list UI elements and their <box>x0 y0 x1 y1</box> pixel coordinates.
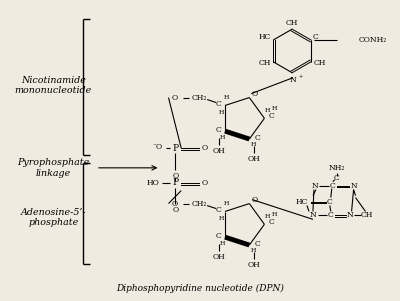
Text: H: H <box>265 214 270 219</box>
Text: OH: OH <box>248 261 261 269</box>
Text: OH: OH <box>213 253 225 261</box>
Text: Pyrophosphate
linkage: Pyrophosphate linkage <box>17 158 90 178</box>
Text: C: C <box>328 211 334 219</box>
Text: CONH₂: CONH₂ <box>358 36 387 44</box>
Text: O: O <box>202 179 208 187</box>
Text: O: O <box>251 90 257 98</box>
Text: Diphosphopyridine nucleotide (DPN): Diphosphopyridine nucleotide (DPN) <box>116 284 284 293</box>
Text: H: H <box>272 106 277 111</box>
Text: N: N <box>346 211 353 219</box>
Text: C: C <box>334 174 340 182</box>
Text: H: H <box>272 212 277 217</box>
Text: CH: CH <box>258 59 270 67</box>
Text: N: N <box>312 182 318 190</box>
Text: O: O <box>202 144 208 152</box>
Text: ⁻O: ⁻O <box>152 143 162 151</box>
Text: C: C <box>254 134 260 142</box>
Text: Adenosine-5’-
phosphate: Adenosine-5’- phosphate <box>20 208 86 227</box>
Text: CH: CH <box>360 211 373 219</box>
Text: CH₂: CH₂ <box>192 200 207 208</box>
Text: O: O <box>172 172 178 180</box>
Text: HO: HO <box>147 179 160 187</box>
Text: OH: OH <box>248 155 261 163</box>
Text: CH: CH <box>286 19 298 27</box>
Text: C: C <box>330 182 336 190</box>
Text: C: C <box>215 126 221 134</box>
Text: C: C <box>215 232 221 240</box>
Text: +: + <box>298 74 302 79</box>
Text: OH: OH <box>213 147 225 155</box>
Text: H: H <box>251 249 256 253</box>
Text: CH: CH <box>314 59 326 67</box>
Text: C: C <box>254 240 260 248</box>
Text: O: O <box>251 196 257 203</box>
Text: H: H <box>265 108 270 113</box>
Text: Nicotinamide
mononucleotide: Nicotinamide mononucleotide <box>15 76 92 95</box>
Text: P: P <box>172 144 178 153</box>
Text: N: N <box>310 211 316 219</box>
Text: C: C <box>327 197 333 206</box>
Text: C: C <box>268 112 274 120</box>
Text: H: H <box>251 142 256 147</box>
Text: N: N <box>350 182 357 190</box>
Text: O: O <box>171 94 178 101</box>
Text: H: H <box>218 216 224 221</box>
Text: H: H <box>223 95 229 100</box>
Text: O: O <box>172 206 178 214</box>
Text: HC: HC <box>296 197 308 206</box>
Text: H: H <box>219 240 225 246</box>
Text: N: N <box>290 76 296 84</box>
Text: H: H <box>218 110 224 115</box>
Text: H: H <box>223 201 229 206</box>
Text: P: P <box>172 178 178 187</box>
Text: C: C <box>313 33 319 41</box>
Text: C: C <box>215 100 221 107</box>
Text: H: H <box>219 135 225 140</box>
Text: C: C <box>268 218 274 226</box>
Text: C: C <box>215 206 221 213</box>
Text: O: O <box>171 200 178 208</box>
Text: CH₂: CH₂ <box>192 94 207 101</box>
Text: HC: HC <box>258 33 270 41</box>
Text: NH₂: NH₂ <box>328 164 345 172</box>
